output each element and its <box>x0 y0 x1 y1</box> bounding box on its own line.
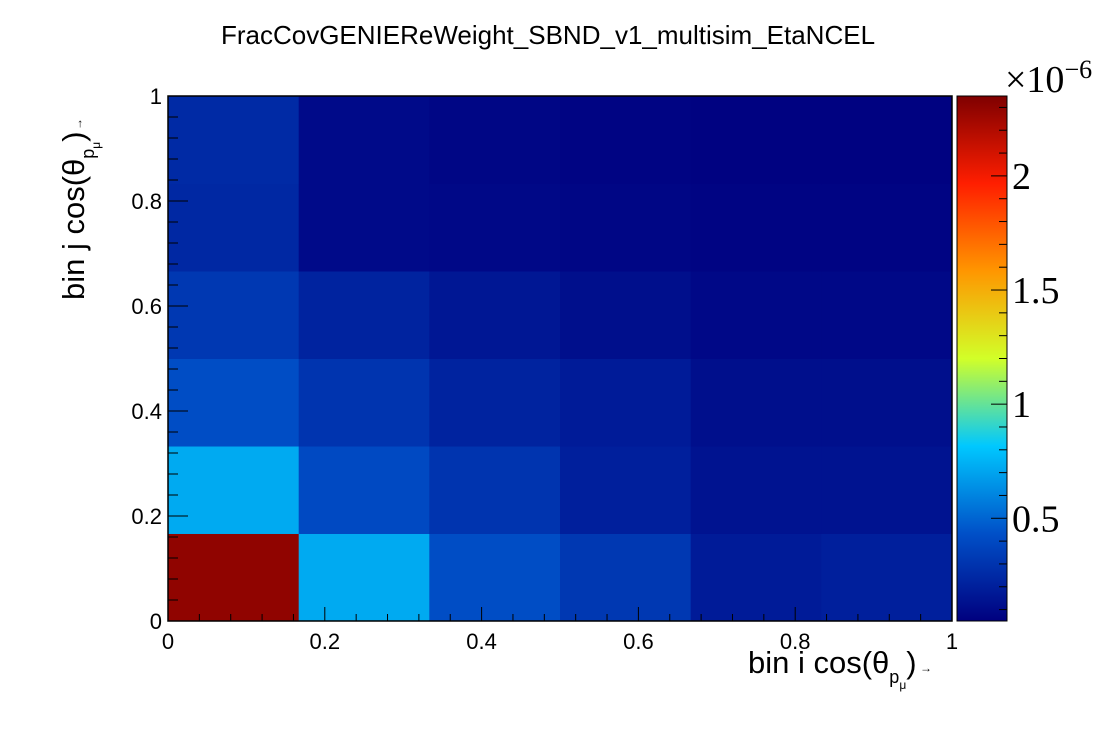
heatmap-cell <box>429 446 561 534</box>
heatmap-cell <box>690 446 822 534</box>
heatmap-cells <box>168 96 953 622</box>
heatmap-cell <box>429 270 561 359</box>
y-tick-label: 0.8 <box>131 189 162 214</box>
heatmap-cell <box>690 358 822 447</box>
x-tick-label: 0.8 <box>780 629 811 654</box>
heatmap-cell <box>560 183 692 272</box>
heatmap-cell <box>821 96 953 185</box>
x-tick-label: 0.4 <box>466 629 497 654</box>
y-axis-title-close: ) <box>56 131 91 141</box>
y-tick-label: 1 <box>150 84 162 109</box>
y-tick-label: 0 <box>150 609 162 634</box>
heatmap-cell <box>821 533 953 622</box>
vector-arrow-icon: → <box>71 118 85 130</box>
heatmap-cell <box>168 270 300 359</box>
heatmap-cell <box>168 533 300 622</box>
heatmap-cell <box>168 96 300 185</box>
x-axis-title-subsub: μ <box>899 678 906 692</box>
heatmap-cell <box>298 358 430 447</box>
chart-title: FracCovGENIEReWeight_SBND_v1_multisim_Et… <box>221 20 875 50</box>
x-axis-title-sub: p <box>889 667 899 687</box>
color-palette-axis: 0.5 1 1.5 2 <box>991 106 1060 611</box>
heatmap-cell <box>560 446 692 534</box>
heatmap-cell <box>168 446 300 534</box>
x-tick-label: 0.6 <box>623 629 654 654</box>
y-axis-title-sub: p <box>78 149 98 159</box>
z-tick-label: 0.5 <box>1012 498 1060 540</box>
y-tick-label: 0.2 <box>131 504 162 529</box>
heatmap-cell <box>690 533 822 622</box>
x-tick-label: 0 <box>162 629 174 654</box>
z-multiplier: ×10−6 <box>1005 55 1092 101</box>
x-axis-title-main: bin i cos(θ <box>748 645 889 680</box>
heatmap-cell <box>690 96 822 185</box>
x-axis-title: bin i cos(θpμ) → <box>748 645 932 692</box>
heatmap-cell <box>560 96 692 185</box>
plot-frame <box>167 95 953 622</box>
heatmap-cell <box>429 533 561 622</box>
heatmap-cell <box>429 358 561 447</box>
y-axis-title: bin j cos(θpμ) → <box>56 118 103 300</box>
heatmap-cell <box>560 270 692 359</box>
heatmap-cell <box>821 183 953 272</box>
heatmap-cell <box>298 183 430 272</box>
y-axis-title-subsub: μ <box>89 142 103 149</box>
x-axis: 0 0.2 0.4 0.6 0.8 1 <box>162 607 958 654</box>
z-tick-label: 2 <box>1012 156 1031 198</box>
heatmap-cell <box>690 270 822 359</box>
y-axis-title-main: bin j cos(θ <box>56 159 91 300</box>
svg-text:bin j cos(θpμ): bin j cos(θpμ) <box>56 131 103 300</box>
heatmap-cell <box>168 183 300 272</box>
heatmap-cell <box>821 446 953 534</box>
x-tick-label: 1 <box>946 629 958 654</box>
heatmap-cell <box>429 183 561 272</box>
heatmap-cell <box>821 358 953 447</box>
heatmap-cell <box>298 96 430 185</box>
z-tick-label: 1.5 <box>1012 270 1060 312</box>
x-tick-label: 0.2 <box>310 629 341 654</box>
heatmap-cell <box>560 533 692 622</box>
heatmap-cell <box>821 270 953 359</box>
vector-arrow-icon: → <box>920 661 932 675</box>
heatmap-cell <box>429 96 561 185</box>
heatmap-cell <box>168 358 300 447</box>
y-tick-label: 0.4 <box>131 399 162 424</box>
heatmap-cell <box>690 183 822 272</box>
color-palette <box>957 96 1007 621</box>
heatmap-cell <box>298 270 430 359</box>
svg-text:bin i cos(θpμ): bin i cos(θpμ) <box>748 645 917 692</box>
heatmap-cell <box>298 533 430 622</box>
heatmap-cell <box>560 358 692 447</box>
x-axis-title-close: ) <box>906 645 916 680</box>
z-tick-label: 1 <box>1012 384 1031 426</box>
heatmap-cell <box>298 446 430 534</box>
y-tick-label: 0.6 <box>131 294 162 319</box>
y-axis: 0 0.2 0.4 0.6 0.8 1 <box>131 84 188 634</box>
